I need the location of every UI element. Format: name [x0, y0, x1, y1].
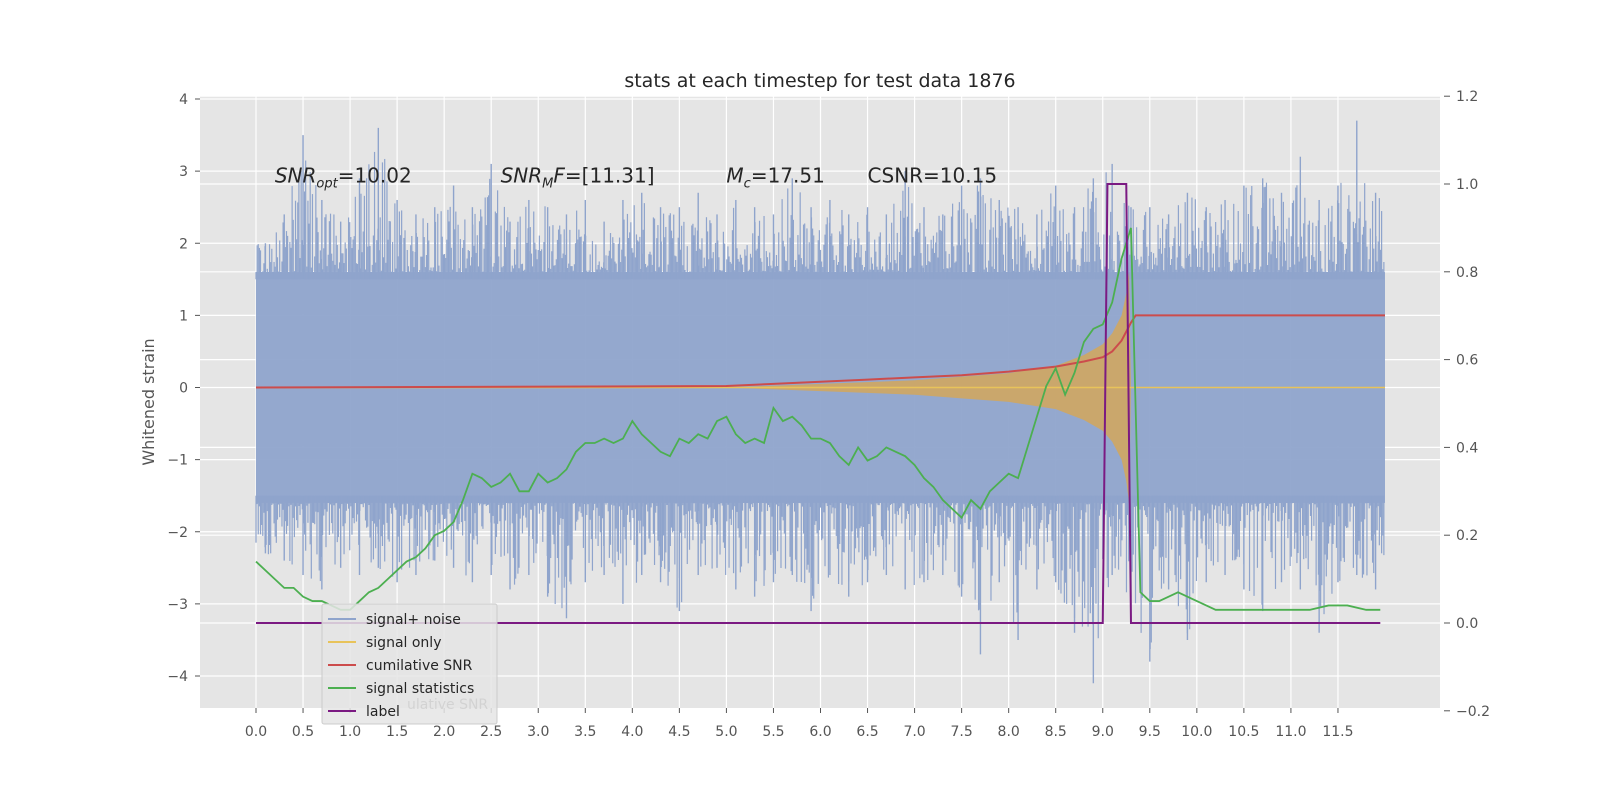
- x-tick-label: 6.5: [856, 724, 878, 740]
- legend-entry-0: signal+ noise: [366, 612, 461, 628]
- legend-entry-4: label: [366, 704, 400, 720]
- y2-tick-label: 0.6: [1456, 353, 1478, 369]
- noise-spikes-down: [255, 495, 1385, 684]
- x-tick-label: 9.5: [1139, 724, 1161, 740]
- legend-entry-2: cumilative SNR: [366, 658, 473, 674]
- annotation-value: =17.51: [751, 164, 825, 188]
- y2-tick-label: 0.8: [1456, 265, 1478, 281]
- x-tick-label: 6.0: [809, 724, 831, 740]
- annotation-main: SNR: [501, 164, 543, 188]
- x-tick-label: 1.0: [339, 724, 361, 740]
- axis-layer: 0.0 0.5 1.0 1.5 2.0 2.5 3.0 3.5 4.0 4.5 5.0 5.5 6.0 6…: [167, 89, 1490, 740]
- x-tick-label: 3.0: [527, 724, 549, 740]
- y-axis-label: Whitened strain: [139, 338, 158, 465]
- x-tick-label: 7.5: [950, 724, 972, 740]
- y-tick-label: −4: [167, 669, 188, 685]
- legend-box: [321, 603, 498, 725]
- annotation-3: CSNR=10.15: [868, 164, 998, 188]
- annotation-subscript: M: [542, 177, 553, 192]
- annotation-value: =10.02: [338, 164, 412, 188]
- y-tick-label: 0: [179, 381, 188, 397]
- annotation-main: SNR: [275, 164, 317, 188]
- label-line: [256, 183, 1381, 624]
- x-tick-label: 1.5: [386, 724, 408, 740]
- x-tick-label: 5.5: [762, 724, 784, 740]
- x-tick-label: 10.5: [1228, 724, 1259, 740]
- cumulative-snr-line: [255, 314, 1385, 389]
- annotation-1: SNRMF=[11.31]: [501, 164, 655, 192]
- y2-tick-label: 0.0: [1456, 616, 1478, 632]
- series-layer: [255, 120, 1385, 684]
- legend-entry-1: signal only: [366, 635, 441, 651]
- x-tick-label: 10.0: [1181, 724, 1212, 740]
- noise-spikes-up: [255, 120, 1385, 280]
- y2-tick-label: 1.0: [1456, 177, 1478, 193]
- x-tick-label: 4.0: [621, 724, 643, 740]
- x-tick-label: 8.0: [998, 724, 1020, 740]
- x-tick-label: 3.5: [574, 724, 596, 740]
- y2-tick-label: −0.2: [1456, 704, 1490, 720]
- x-tick-label: 2.5: [480, 724, 502, 740]
- annotation-value: =[11.31]: [565, 164, 655, 188]
- y2-tick-label: 1.2: [1456, 89, 1478, 105]
- signal-statistics-line: [255, 227, 1381, 611]
- y-tick-label: 1: [179, 308, 188, 324]
- annotation-main: F: [553, 164, 565, 188]
- chart-title: stats at each timestep for test data 187…: [624, 70, 1015, 92]
- y2-tick-label: 0.4: [1456, 440, 1478, 456]
- x-tick-label: 0.0: [245, 724, 267, 740]
- annotation-layer: SNRopt=10.02 SNRMF=[11.31] Mc=17.51 CSNR=10…: [275, 164, 997, 192]
- y-tick-label: 2: [179, 236, 188, 252]
- x-tick-label: 0.5: [292, 724, 314, 740]
- y-tick-label: 4: [179, 92, 188, 108]
- x-tick-label: 11.5: [1322, 724, 1353, 740]
- x-tick-label: 8.5: [1045, 724, 1067, 740]
- x-tick-label: 9.0: [1092, 724, 1114, 740]
- x-tick-label: 2.0: [433, 724, 455, 740]
- legend-ghost-text: ulative SNR: [407, 697, 488, 713]
- annotation-main: M: [726, 164, 743, 188]
- y-tick-label: −3: [167, 597, 188, 613]
- y2-tick-label: 0.2: [1456, 528, 1478, 544]
- x-tick-label: 5.0: [715, 724, 737, 740]
- annotation-0: SNRopt=10.02: [275, 164, 412, 192]
- y-tick-label: −1: [167, 453, 188, 469]
- y-tick-label: 3: [179, 164, 188, 180]
- legend-entry-3: signal statistics: [366, 681, 474, 697]
- legend: ulative SNR signal+ noise signal only cumil…: [321, 603, 498, 725]
- x-tick-label: 7.0: [903, 724, 925, 740]
- annotation-subscript: c: [744, 177, 751, 192]
- x-tick-label: 4.5: [668, 724, 690, 740]
- y-tick-label: −2: [167, 525, 188, 541]
- annotation-subscript: opt: [316, 177, 338, 192]
- x-tick-label: 11.0: [1275, 724, 1306, 740]
- annotation-2: Mc=17.51: [726, 164, 824, 192]
